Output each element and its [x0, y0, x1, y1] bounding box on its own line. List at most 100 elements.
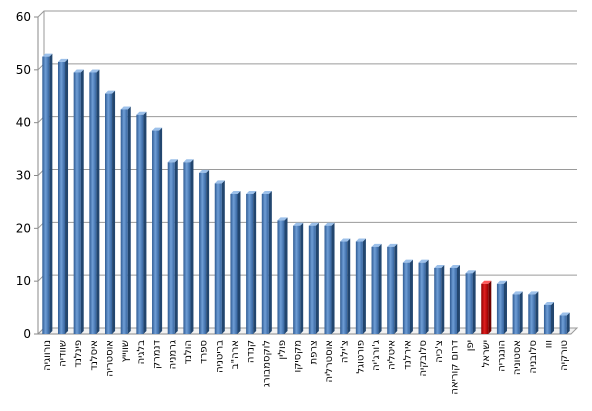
category-label: גרמניה — [167, 340, 178, 369]
bar — [246, 190, 257, 334]
bar-side — [143, 111, 147, 334]
bar — [120, 106, 131, 334]
bar — [277, 217, 288, 334]
bar — [42, 53, 53, 334]
category-label: יפן — [465, 340, 476, 351]
bar-top — [105, 90, 116, 94]
y-tick-label: 50 — [16, 63, 31, 77]
bar-front — [308, 225, 316, 334]
category-label: לוקסמבורג — [261, 340, 272, 387]
bar-top — [559, 312, 570, 316]
bar-side — [112, 90, 116, 334]
bar — [402, 259, 413, 334]
bar-front — [199, 172, 207, 334]
bar — [324, 222, 335, 334]
bar-side — [300, 222, 304, 334]
bar-side — [347, 238, 351, 334]
bar — [543, 301, 555, 334]
bars — [42, 53, 570, 335]
y-tick-label: 10 — [16, 274, 31, 288]
category-label: דנמרק — [152, 339, 163, 369]
category-label: שוודיה — [58, 340, 69, 367]
bar-side — [409, 259, 413, 334]
category-label: צ'כיה — [434, 340, 445, 363]
bar-top — [496, 280, 507, 284]
bar-top — [543, 301, 555, 305]
category-label: פולין — [277, 340, 288, 360]
bar-front — [465, 273, 473, 334]
category-label: מקסיקו — [293, 340, 304, 372]
bar — [152, 127, 163, 334]
bar — [465, 270, 476, 334]
bar — [371, 243, 382, 334]
bar-top — [277, 217, 288, 221]
bar-front — [371, 246, 379, 334]
bar-front — [481, 283, 489, 334]
bar-side — [96, 69, 100, 334]
category-label: הולנד — [183, 340, 194, 364]
category-label: שווייץ — [120, 340, 131, 362]
bar-front — [214, 183, 222, 334]
bar-front — [230, 193, 238, 334]
category-label: בלגיה — [136, 340, 147, 365]
bar — [183, 159, 194, 334]
bar — [512, 291, 523, 334]
category-label: נורווגיה — [42, 340, 53, 371]
bar — [89, 69, 100, 334]
bar-front — [152, 130, 160, 334]
bar — [57, 58, 69, 335]
bar — [167, 159, 178, 334]
bar-side — [488, 280, 492, 334]
bar-front — [418, 262, 426, 334]
y-tick-label: 60 — [16, 10, 31, 24]
bar-front — [496, 283, 504, 334]
category-label: אסטוניה — [512, 340, 523, 375]
category-label: פורטוגל — [355, 340, 366, 374]
bar-top — [183, 159, 194, 163]
bar-front — [293, 225, 301, 334]
bar-front — [340, 241, 348, 334]
bar-front — [512, 294, 520, 334]
gridline — [37, 169, 577, 176]
category-label: סלובקיה — [418, 340, 429, 377]
bar-front — [402, 262, 410, 334]
bar — [559, 312, 570, 334]
bar-side — [535, 291, 539, 334]
bar-top — [465, 270, 476, 274]
bar — [73, 69, 84, 334]
bar-side — [206, 169, 210, 334]
bar-top — [136, 111, 147, 115]
category-label: ארה"ב — [230, 340, 241, 369]
bar — [496, 280, 507, 334]
bar-front — [89, 72, 97, 334]
bar-side — [566, 312, 570, 334]
bar-front — [261, 193, 269, 334]
bar — [308, 222, 319, 334]
bar — [230, 190, 241, 334]
bar-top — [167, 159, 178, 163]
bar-side — [268, 190, 272, 334]
y-tick-label: 0 — [23, 327, 31, 341]
bar-top — [512, 291, 523, 295]
bar-side — [190, 159, 194, 334]
bar-front — [136, 114, 144, 334]
category-label: פינלנד — [73, 340, 84, 368]
y-tick-labels: 0 10 20 30 40 50 60 — [16, 10, 31, 341]
bar-side — [159, 127, 163, 334]
bar-front — [73, 72, 81, 334]
bar-side — [456, 264, 460, 334]
bar-top — [418, 259, 429, 263]
category-label: צ'ילה — [340, 340, 351, 363]
category-label: אוסטריה — [105, 340, 116, 377]
bar-top — [261, 190, 272, 194]
bar-side — [174, 159, 178, 334]
y-tick-label: 20 — [16, 221, 31, 235]
bar-top — [481, 280, 492, 284]
bar-top — [89, 69, 100, 73]
category-label: ג'ורג'יה — [371, 340, 382, 371]
bar-top — [402, 259, 413, 263]
bar-highlighted — [481, 280, 492, 334]
category-label: דרום קוריאה — [449, 339, 460, 394]
bar — [261, 190, 272, 334]
gridline — [37, 274, 577, 282]
